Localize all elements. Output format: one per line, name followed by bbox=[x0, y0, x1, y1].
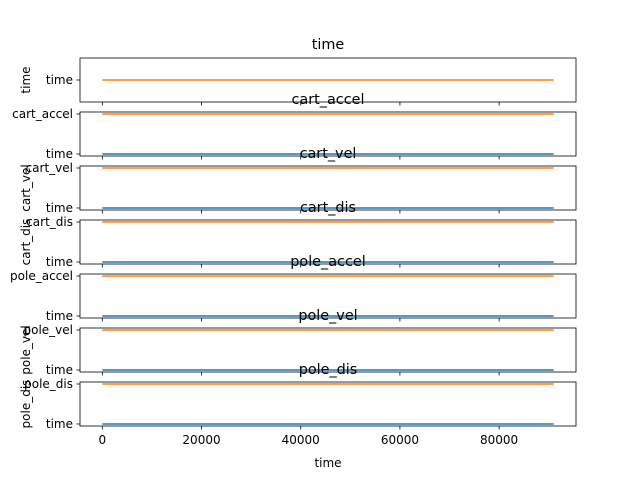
panel-6-ytick-label-1: pole_dis bbox=[24, 377, 73, 391]
xtick-label-4: 80000 bbox=[480, 433, 518, 447]
xtick-label-3: 60000 bbox=[381, 433, 419, 447]
panel-6-title: pole_dis bbox=[299, 362, 358, 378]
x-axis-label: time bbox=[314, 456, 341, 470]
panel-3-frame bbox=[79, 219, 577, 265]
panel-0-ytick-label-0: time bbox=[46, 73, 73, 87]
xtick-label-1: 20000 bbox=[182, 433, 220, 447]
panel-3-ylabel: cart_dis bbox=[19, 219, 33, 266]
panel-2-ylabel: cart_vel bbox=[19, 164, 33, 211]
panel-3-ytick-label-0: time bbox=[46, 255, 73, 269]
panel-4-title: pole_accel bbox=[290, 254, 365, 270]
panel-2-ytick-label-0: time bbox=[46, 201, 73, 215]
panel-5-ytick-label-1: pole_vel bbox=[24, 323, 74, 337]
panel-5-ylabel: pole_vel bbox=[19, 325, 33, 375]
panel-5-ytick-label-0: time bbox=[46, 363, 73, 377]
panel-6-frame bbox=[79, 381, 577, 427]
panel-1-ytick-label-1: cart_accel bbox=[12, 107, 73, 121]
panel-4-ytick-label-0: time bbox=[46, 309, 73, 323]
panel-6-ylabel: pole_dis bbox=[19, 380, 33, 429]
panel-5-title: pole_vel bbox=[298, 308, 357, 324]
panel-2-ytick-label-1: cart_vel bbox=[26, 161, 73, 175]
panel-4-frame bbox=[79, 273, 577, 319]
xtick-label-0: 0 bbox=[98, 433, 106, 447]
panel-0-ylabel: time bbox=[19, 66, 33, 93]
panel-1-title: cart_accel bbox=[292, 92, 365, 108]
panel-1-ytick-label-0: time bbox=[46, 147, 73, 161]
panel-3-title: cart_dis bbox=[300, 200, 356, 216]
panel-1-frame bbox=[79, 111, 577, 157]
panel-0-title: time bbox=[312, 37, 345, 53]
panel-4-ytick-label-1: pole_accel bbox=[10, 269, 73, 283]
xtick-label-2: 40000 bbox=[282, 433, 320, 447]
panel-2-frame bbox=[79, 165, 577, 211]
panel-3-ytick-label-1: cart_dis bbox=[26, 215, 73, 229]
panel-2-title: cart_vel bbox=[300, 146, 357, 162]
panel-6-ytick-label-0: time bbox=[46, 417, 73, 431]
panel-5-frame bbox=[79, 327, 577, 373]
